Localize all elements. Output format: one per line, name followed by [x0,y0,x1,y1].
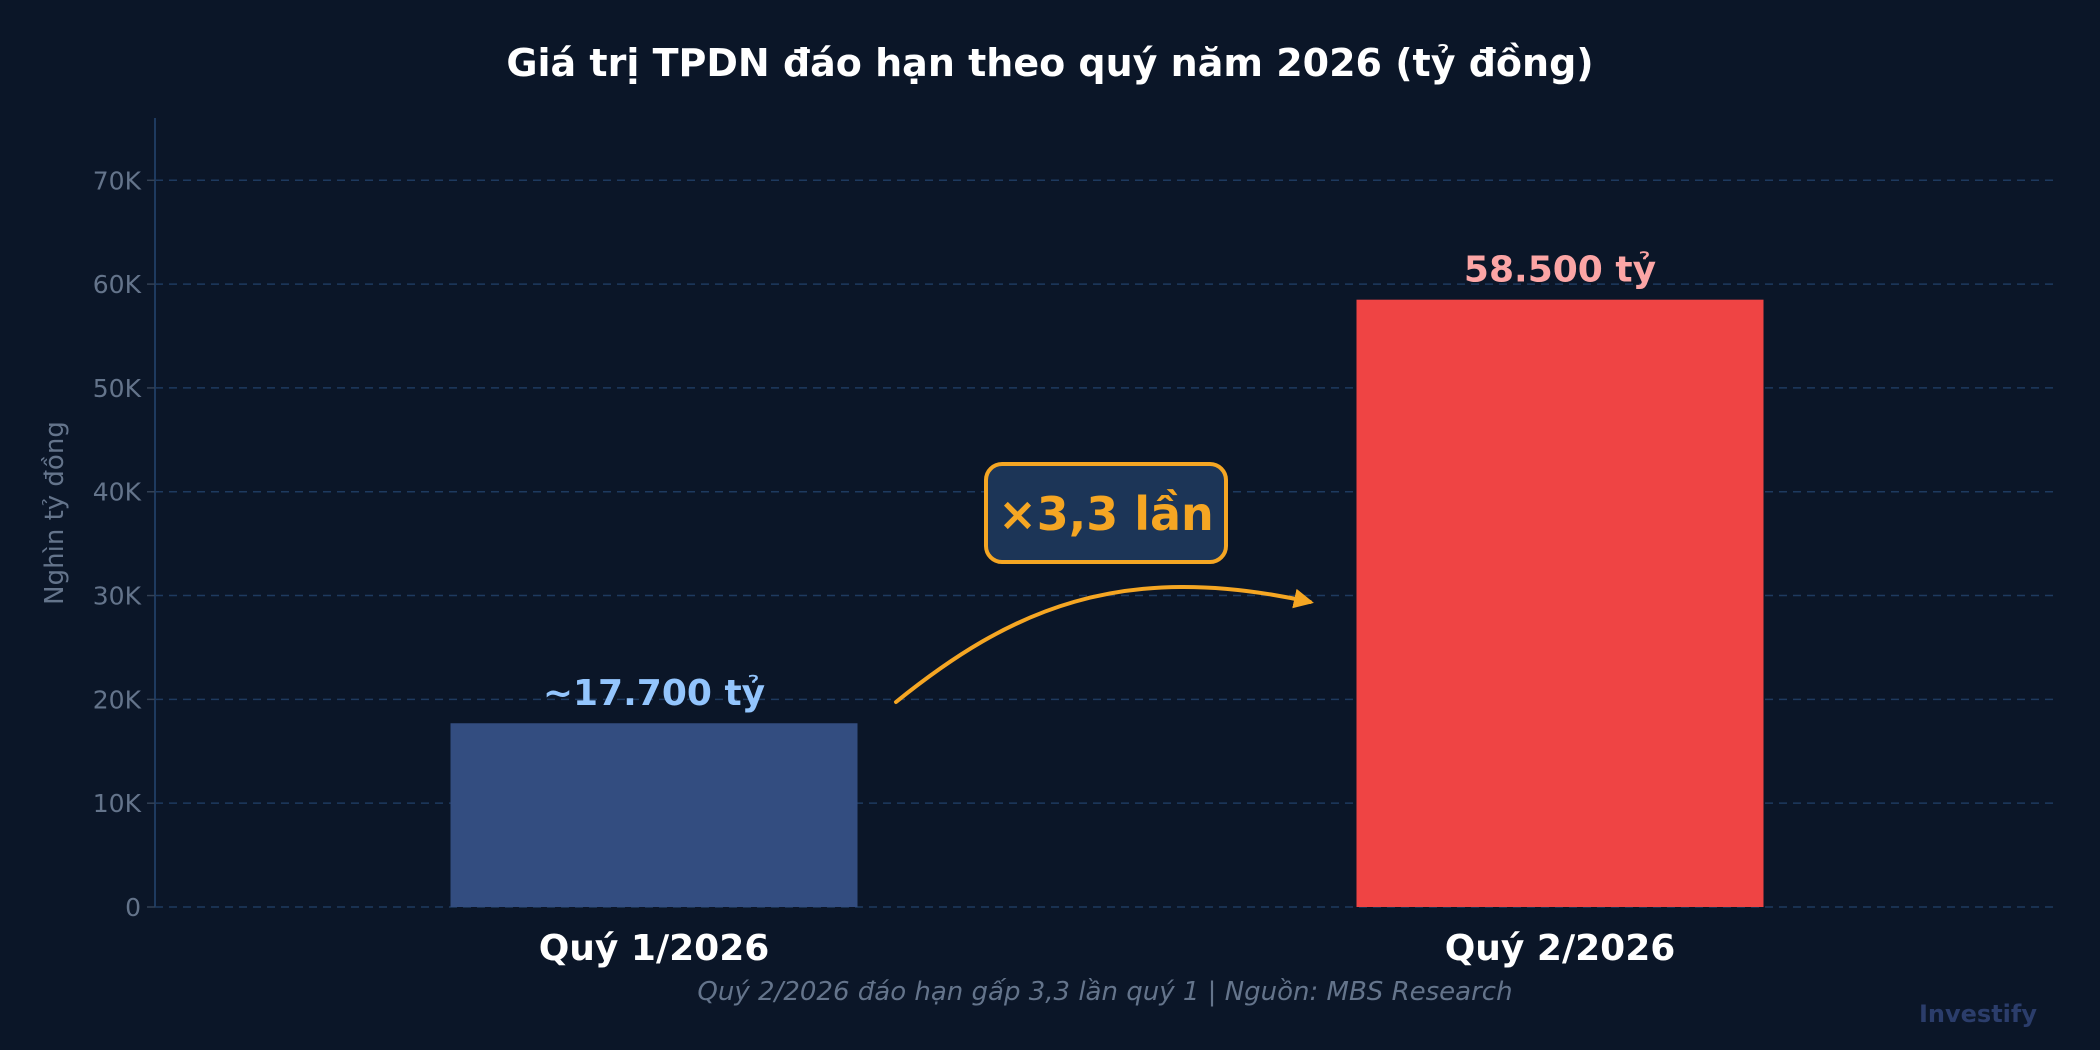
bar-value-label: 58.500 tỷ [1464,250,1656,291]
growth-callout-box [984,462,1228,564]
y-tick-label: 60K [93,270,142,299]
y-tick-label: 40K [93,478,142,507]
growth-callout-text: ×3,3 lần [998,487,1214,541]
y-tick-label: 50K [93,374,142,403]
x-tick-label: Quý 1/2026 [539,928,770,969]
y-axis-ticks: 0 10K 20K 30K 40K 50K 60K 70K [93,166,155,922]
bar-1 [450,723,858,907]
watermark-logo: Investify [1919,1000,2037,1028]
y-tick-label: 0 [125,893,141,922]
bar-2 [1356,299,1764,908]
y-tick-label: 10K [93,789,142,818]
bar-value-label: ~17.700 tỷ [543,673,765,714]
bars: ~17.700 tỷ 58.500 tỷ [450,250,1764,908]
y-tick-label: 30K [93,582,142,611]
x-tick-label: Quý 2/2026 [1445,928,1676,969]
y-tick-label: 70K [93,166,142,195]
growth-arrow [894,585,1314,704]
chart-title: Giá trị TPDN đáo hạn theo quý năm 2026 (… [506,41,1593,85]
x-axis-ticks: Quý 1/2026 Quý 2/2026 [539,928,1676,969]
y-tick-label: 20K [93,685,142,714]
chart-caption: Quý 2/2026 đáo hạn gấp 3,3 lần quý 1 | N… [697,977,1512,1007]
y-axis-label: Nghìn tỷ đồng [40,421,70,605]
